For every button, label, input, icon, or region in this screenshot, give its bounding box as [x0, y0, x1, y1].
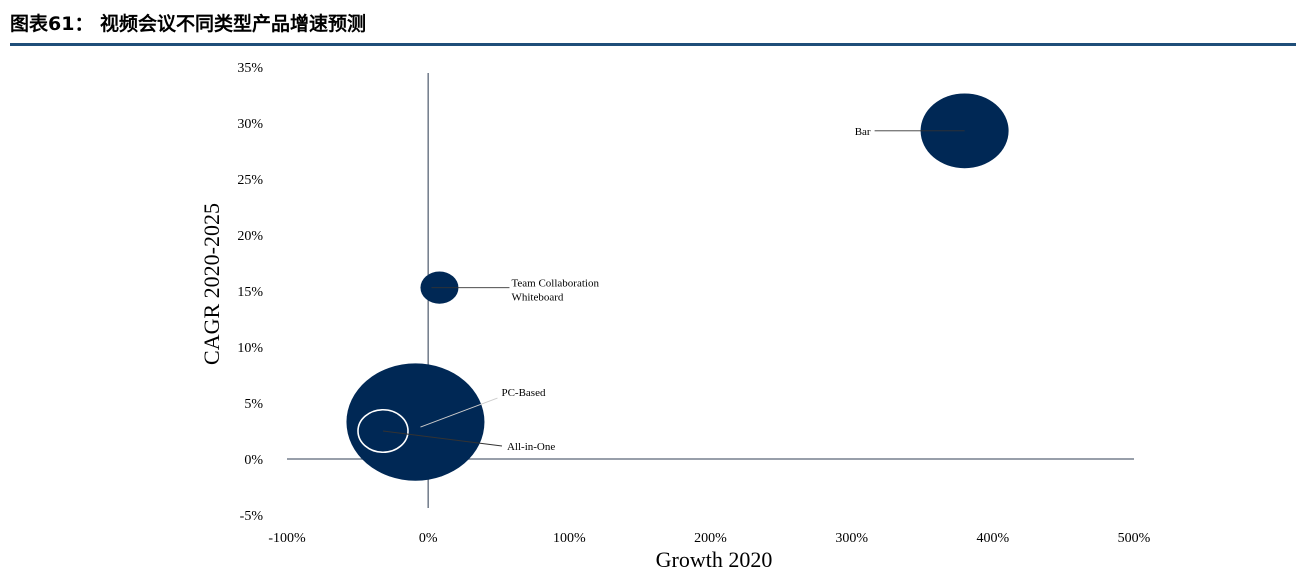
bubble-pc-based — [346, 363, 485, 481]
x-tick-label: 500% — [1118, 531, 1151, 546]
y-tick-label: 20% — [237, 229, 263, 244]
title-rule — [10, 43, 1296, 46]
x-tick-label: 100% — [553, 531, 586, 546]
x-axis-title: Growth 2020 — [656, 547, 773, 572]
x-tick-label: -100% — [268, 531, 306, 546]
y-tick-label: 25% — [237, 173, 263, 188]
leader-pc-based — [420, 397, 498, 428]
bubble-label-pc-based: PC-Based — [501, 387, 546, 399]
y-tick-label: 30% — [237, 117, 263, 132]
y-tick-label: -5% — [240, 509, 264, 524]
y-tick-label: 15% — [237, 285, 263, 300]
y-tick-label: 35% — [237, 61, 263, 76]
x-tick-label: 400% — [976, 531, 1009, 546]
y-tick-label: 5% — [244, 397, 263, 412]
y-axis-title: CAGR 2020-2025 — [199, 203, 224, 365]
leader-all-in-one — [382, 430, 503, 447]
y-tick-label: 10% — [237, 341, 263, 356]
x-tick-label: 200% — [694, 531, 727, 546]
bubble-label-all-in-one: All-in-One — [507, 441, 555, 453]
bubble-label-team-collaboration-whiteboard: Whiteboard — [511, 292, 563, 304]
bubble-all-in-one — [357, 408, 409, 454]
figure-title: 图表61： 视频会议不同类型产品增速预测 — [10, 13, 367, 35]
bubble-label-bar: Bar — [855, 126, 871, 138]
bubble-label-team-collaboration-whiteboard: Team Collaboration — [511, 278, 599, 290]
x-tick-label: 300% — [835, 531, 868, 546]
y-tick-label: 0% — [244, 453, 263, 468]
x-tick-label: 0% — [419, 531, 438, 546]
